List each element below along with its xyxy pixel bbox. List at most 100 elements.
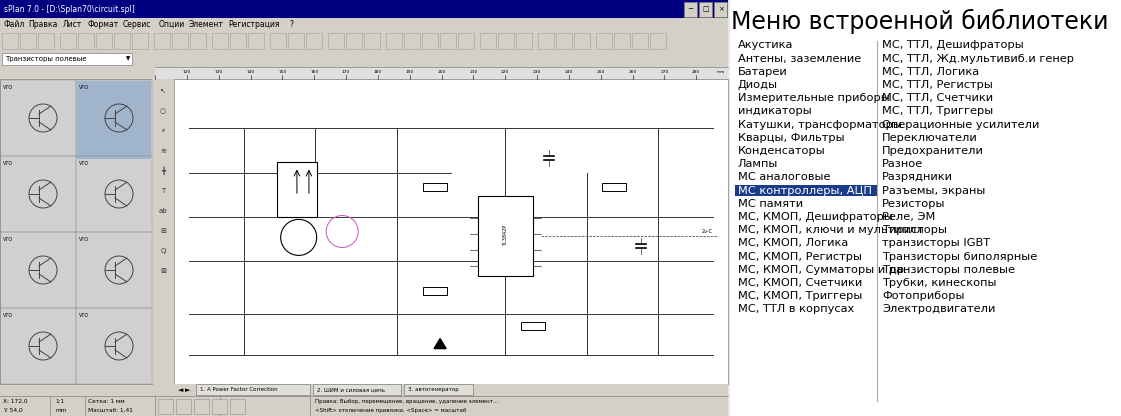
Text: МС, КМОП, Счетчики: МС, КМОП, Счетчики: [738, 278, 862, 288]
Bar: [196, 384, 311, 395]
Text: МС, КМОП, Сумматоры и др.: МС, КМОП, Сумматоры и др.: [738, 265, 908, 275]
Text: ╋: ╋: [161, 167, 165, 175]
Bar: [314, 384, 401, 395]
Bar: [20, 33, 36, 49]
Text: Масштаб: 1,41: Масштаб: 1,41: [89, 408, 133, 413]
Text: МС, КМОП, Дешифраторы: МС, КМОП, Дешифраторы: [738, 212, 892, 222]
Text: Лист: Лист: [63, 20, 82, 29]
Bar: [0, 79, 152, 384]
Text: транзисторы IGBT: транзисторы IGBT: [882, 238, 990, 248]
Bar: [76, 308, 152, 384]
Text: Разное: Разное: [882, 159, 924, 169]
Bar: [230, 399, 245, 414]
Bar: [458, 33, 474, 49]
Text: МС, КМОП, Регистры: МС, КМОП, Регистры: [738, 252, 862, 262]
Text: X: 172,0: X: 172,0: [3, 399, 28, 404]
Bar: [614, 33, 630, 49]
Text: Переключатели: Переключатели: [882, 133, 978, 143]
Text: 220: 220: [501, 70, 509, 74]
Bar: [441, 33, 456, 49]
Text: индикаторы: индикаторы: [738, 106, 812, 116]
Bar: [0, 51, 728, 67]
Text: ab: ab: [159, 208, 167, 214]
Text: Q: Q: [160, 248, 166, 254]
Text: МС аналоговые: МС аналоговые: [738, 172, 831, 182]
Text: Транзисторы полевые: Транзисторы полевые: [882, 265, 1015, 275]
Bar: [176, 399, 191, 414]
Bar: [421, 33, 438, 49]
Bar: [735, 185, 877, 196]
Bar: [212, 33, 228, 49]
Bar: [0, 0, 728, 18]
Bar: [0, 0, 728, 416]
Bar: [479, 196, 534, 276]
Text: Резисторы: Резисторы: [882, 199, 945, 209]
Bar: [174, 79, 728, 384]
Text: 1. A Power Factor Correction: 1. A Power Factor Correction: [200, 387, 278, 392]
Bar: [346, 33, 362, 49]
Text: ─: ─: [688, 6, 693, 12]
Bar: [2, 53, 132, 65]
Text: Правка: Выбор, перемещение, вращение, удаление элемент...: Правка: Выбор, перемещение, вращение, уд…: [315, 399, 498, 404]
Text: Батареи: Батареи: [738, 67, 788, 77]
Bar: [520, 322, 545, 330]
Text: VTO: VTO: [78, 237, 90, 242]
Text: Опции: Опции: [158, 20, 185, 29]
Bar: [2, 33, 18, 49]
Bar: [0, 31, 728, 51]
Text: VTO: VTO: [3, 85, 13, 90]
Text: Тиристоры: Тиристоры: [882, 225, 947, 235]
Text: Формат: Формат: [87, 20, 119, 29]
Text: ⊠: ⊠: [160, 268, 166, 274]
Bar: [76, 156, 152, 232]
Text: VTO: VTO: [3, 237, 13, 242]
Bar: [556, 33, 572, 49]
Bar: [248, 33, 265, 49]
Bar: [0, 308, 76, 384]
Text: 230: 230: [532, 70, 541, 74]
Bar: [76, 232, 152, 308]
Text: МС, ТТЛ в корпусах: МС, ТТЛ в корпусах: [738, 305, 854, 314]
Text: ⊞: ⊞: [160, 228, 166, 234]
Bar: [632, 33, 648, 49]
Text: 130: 130: [214, 70, 223, 74]
Bar: [132, 33, 148, 49]
Text: 180: 180: [373, 70, 382, 74]
Text: 250: 250: [596, 70, 605, 74]
Bar: [714, 2, 728, 17]
Text: □: □: [702, 6, 708, 12]
Text: Транзисторы полевые: Транзисторы полевые: [4, 56, 86, 62]
Bar: [0, 396, 728, 416]
Bar: [38, 33, 54, 49]
Text: mm: mm: [716, 70, 725, 74]
Text: Диоды: Диоды: [738, 80, 778, 90]
Bar: [404, 33, 420, 49]
Text: ►: ►: [185, 387, 191, 393]
Text: Разрядники: Разрядники: [882, 172, 953, 182]
Bar: [270, 33, 286, 49]
Text: МС, ТТЛ, Триггеры: МС, ТТЛ, Триггеры: [882, 106, 993, 116]
Text: VTO: VTO: [78, 313, 90, 318]
Text: МС, КМОП, ключи и мультиплл: МС, КМОП, ключи и мультиплл: [738, 225, 924, 235]
Text: МС, КМОП, Триггеры: МС, КМОП, Триггеры: [738, 291, 862, 301]
Text: 200: 200: [437, 70, 446, 74]
Text: 270: 270: [660, 70, 668, 74]
Bar: [96, 33, 112, 49]
Bar: [602, 183, 627, 191]
Bar: [61, 33, 76, 49]
Bar: [77, 81, 151, 159]
Text: Операционные усилители: Операционные усилители: [882, 119, 1039, 129]
Bar: [0, 156, 76, 232]
Text: Трубки, кинескопы: Трубки, кинескопы: [882, 278, 997, 288]
Bar: [574, 33, 590, 49]
Bar: [155, 67, 728, 79]
Bar: [152, 79, 174, 384]
Bar: [288, 33, 304, 49]
Bar: [423, 183, 446, 191]
Text: VTO: VTO: [3, 161, 13, 166]
Text: 3. автогенератор: 3. автогенератор: [408, 387, 458, 392]
Bar: [650, 33, 666, 49]
Bar: [277, 162, 317, 217]
Text: МС, ТТЛ, Жд.мультивиб.и генер: МС, ТТЛ, Жд.мультивиб.и генер: [882, 54, 1074, 64]
Text: TL3842P: TL3842P: [503, 225, 508, 246]
